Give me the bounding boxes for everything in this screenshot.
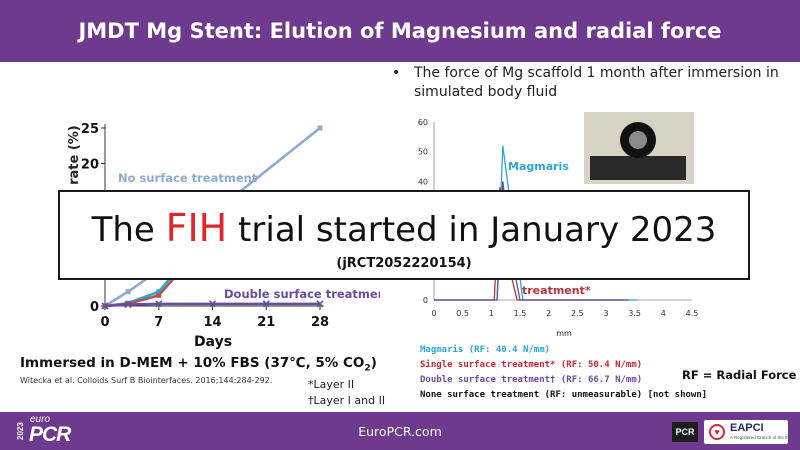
device-photo-hub xyxy=(629,131,647,149)
bullet-text: The force of Mg scaffold 1 month after i… xyxy=(414,65,779,100)
header-bar: JMDT Mg Stent: Elution of Magnesium and … xyxy=(0,0,800,62)
label-no-surface: No surface treatment xyxy=(118,171,258,185)
elution-x-tick-label: 0 xyxy=(100,315,109,330)
radial-x-tick-label: 3 xyxy=(603,309,608,318)
radial-x-tick-label: 4 xyxy=(661,309,666,318)
elution-series-line xyxy=(104,302,320,308)
logo-pcr: PCR xyxy=(29,423,71,446)
label-magmaris: Magmaris xyxy=(508,160,569,173)
elution-x-tick-label: 7 xyxy=(154,315,163,330)
footnote-layer-2: *Layer II xyxy=(308,378,355,391)
footnote-layer-1-2: †Layer I and II xyxy=(308,394,386,407)
elution-y-label: g rate (%) xyxy=(67,125,82,198)
immersion-condition: Immersed in D-MEM + 10% FBS (37℃, 5% CO2… xyxy=(20,355,377,374)
footer-bar: 2023 euro PCR EuroPCR.com PCR ♥ EAPCI A … xyxy=(0,412,800,450)
elution-data-point xyxy=(156,289,162,295)
radial-x-tick-label: 1 xyxy=(489,309,494,318)
rf-legend-none: None surface treatment (RF: unmeasurable… xyxy=(420,390,708,400)
rf-definition: RF = Radial Force xyxy=(682,368,797,382)
radial-force-chart: 010203040506000.511.522.533.544.5 Magmar… xyxy=(418,112,699,338)
elution-data-point xyxy=(124,301,132,309)
elution-x-tick-label: 21 xyxy=(257,315,275,330)
heart-icon: ♥ xyxy=(709,424,725,440)
radial-x-tick-label: 2.5 xyxy=(571,309,584,318)
radial-x-label: mm xyxy=(556,329,572,338)
rf-legend-double: Double surface treatment† (RF: 66.7 N/mm… xyxy=(420,375,643,385)
fih-highlight: FIH xyxy=(165,206,228,250)
label-double-surface: Double surface treatment† xyxy=(224,287,380,301)
elution-data-point xyxy=(156,292,162,298)
device-photo-base xyxy=(590,156,686,180)
pcr-badge: PCR xyxy=(672,422,698,442)
fih-announcement-box: The FIH trial started in January 2023 (j… xyxy=(58,190,750,280)
radial-x-tick-label: 0.5 xyxy=(456,309,469,318)
radial-y-tick-label: 60 xyxy=(418,118,428,127)
elution-data-point xyxy=(101,302,109,310)
elution-data-point xyxy=(125,289,131,295)
elution-data-point xyxy=(262,300,270,308)
elution-y-tick-label: 20 xyxy=(81,158,99,173)
elution-x-tick-label: 28 xyxy=(311,315,329,330)
elution-x-tick-label: 14 xyxy=(203,315,221,330)
elution-data-point xyxy=(316,300,324,308)
eapci-logo: ♥ EAPCI A Registered Branch of the ESC xyxy=(704,420,794,444)
label-treatment: treatment* xyxy=(522,284,591,297)
eapci-subtitle: A Registered Branch of the ESC xyxy=(730,435,795,440)
citation: Witecka et al. Colloids Surf B Biointerf… xyxy=(20,376,273,385)
elution-y-tick-label: 25 xyxy=(81,122,99,137)
immersion-close: ) xyxy=(370,355,377,371)
fih-announcement: The FIH trial started in January 2023 xyxy=(60,206,748,250)
bullet-marker: • xyxy=(392,65,401,81)
trial-registration-id: (jRCT2052220154) xyxy=(336,256,472,271)
immersion-subscript: 2 xyxy=(364,363,371,374)
elution-data-point xyxy=(317,125,323,131)
radial-y-tick-label: 50 xyxy=(418,148,428,157)
fih-suffix: trial started in January 2023 xyxy=(227,210,717,250)
rf-legend-single: Single surface treatment* (RF: 50.4 N/mm… xyxy=(420,360,643,370)
eapci-text: EAPCI xyxy=(730,422,764,434)
logo-euro: euro xyxy=(30,414,51,425)
radial-y-tick-label: 40 xyxy=(418,177,428,186)
immersion-text: Immersed in D-MEM + 10% FBS (37℃, 5% CO xyxy=(20,355,365,371)
radial-x-tick-label: 3.5 xyxy=(628,309,641,318)
radial-x-tick-label: 2 xyxy=(546,309,551,318)
slide-title: JMDT Mg Stent: Elution of Magnesium and … xyxy=(78,19,722,43)
elution-data-point xyxy=(155,300,163,308)
radial-x-tick-label: 0 xyxy=(431,309,436,318)
elution-data-point xyxy=(208,300,217,308)
radial-x-tick-label: 4.5 xyxy=(686,309,699,318)
elution-x-label: Days xyxy=(194,334,232,350)
footer-website: EuroPCR.com xyxy=(358,424,442,439)
rf-legend-magmaris: Magmaris (RF: 40.4 N/mm) xyxy=(420,345,551,355)
elution-y-tick-label: 0 xyxy=(90,300,99,315)
radial-y-tick-label: 0 xyxy=(423,296,428,305)
fih-prefix: The xyxy=(91,210,166,250)
radial-x-tick-label: 1.5 xyxy=(514,309,527,318)
